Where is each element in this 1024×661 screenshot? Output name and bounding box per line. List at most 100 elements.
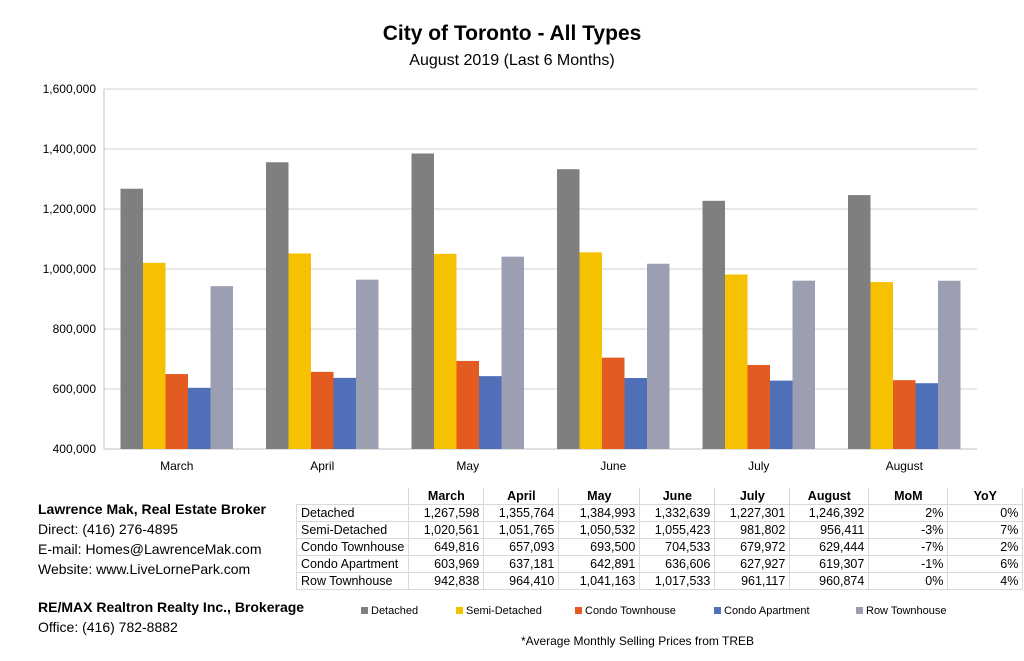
table-cell: 1,355,764: [483, 504, 560, 522]
table-cell: 704,533: [639, 538, 716, 556]
legend-swatch: [856, 607, 863, 614]
bar: [624, 378, 647, 449]
legend-label: Condo Townhouse: [585, 605, 676, 617]
table-cell: 642,891: [558, 555, 641, 573]
bar: [333, 377, 356, 449]
x-tick-label: June: [600, 459, 626, 473]
table-cell: 956,411: [789, 521, 870, 539]
bar: [356, 279, 379, 449]
bar: [120, 188, 143, 450]
contact-block: Lawrence Mak, Real Estate Broker Direct:…: [38, 499, 266, 579]
table-header: YoY: [947, 488, 1024, 505]
table-header: June: [639, 488, 716, 505]
table-header: April: [483, 488, 560, 505]
x-tick-label: August: [886, 459, 924, 473]
table-cell: 1,227,301: [714, 504, 791, 522]
axes: 400,000 600,000 800,000 1,000,000 1,200,000 1…: [43, 82, 977, 473]
table-header: May: [558, 488, 641, 505]
bar: [770, 380, 793, 449]
bar: [848, 195, 871, 449]
table-header: August: [789, 488, 870, 505]
table-cell: 1,267,598: [408, 504, 485, 522]
bar: [288, 253, 311, 449]
table-cell: 636,606: [639, 555, 716, 573]
table-cell: 981,802: [714, 521, 791, 539]
bar: [647, 263, 670, 449]
bars: [120, 153, 961, 450]
y-tick-label: 1,600,000: [43, 82, 97, 96]
table-cell: 961,117: [714, 572, 791, 590]
table-cell: -1%: [868, 555, 949, 573]
table-cell: 629,444: [789, 538, 870, 556]
table-cell: -7%: [868, 538, 949, 556]
legend-label: Detached: [371, 605, 418, 617]
x-tick-label: May: [456, 459, 479, 473]
table-header: March: [408, 488, 485, 505]
table-header-row: March April May June July August MoM YoY: [296, 488, 1024, 505]
table-row: Condo Townhouse 649,816 657,093 693,500 704,…: [295, 538, 1024, 556]
broker-name: Lawrence Mak, Real Estate Broker: [38, 501, 266, 517]
x-tick-label: April: [310, 459, 334, 473]
table-row-label: Semi-Detached: [295, 521, 410, 539]
bar: [725, 274, 748, 449]
brokerage-block: RE/MAX Realtron Realty Inc., Brokerage O…: [38, 597, 304, 637]
table-cell: 2%: [947, 538, 1024, 556]
table-cell: 637,181: [483, 555, 560, 573]
legend-swatch: [714, 607, 721, 614]
bar: [266, 162, 289, 449]
table-cell: 7%: [947, 521, 1024, 539]
x-tick-label: March: [160, 459, 193, 473]
table-cell: 693,500: [558, 538, 641, 556]
bar: [792, 280, 815, 449]
table-row: Row Townhouse 942,838 964,410 1,041,163 1,01…: [295, 572, 1024, 590]
table-row: Semi-Detached 1,020,561 1,051,765 1,050,532…: [295, 521, 1024, 539]
table-cell: 1,017,533: [639, 572, 716, 590]
table-cell: 942,838: [408, 572, 485, 590]
table-cell: 1,020,561: [408, 521, 485, 539]
table-cell: 1,332,639: [639, 504, 716, 522]
bar: [210, 286, 233, 449]
table-cell: 6%: [947, 555, 1024, 573]
bar: [456, 360, 479, 449]
bar: [311, 371, 334, 449]
bar: [188, 387, 211, 449]
bar: [747, 365, 770, 449]
table-cell: 4%: [947, 572, 1024, 590]
y-tick-label: 1,000,000: [43, 262, 97, 276]
legend-swatch: [456, 607, 463, 614]
table-header: MoM: [868, 488, 949, 505]
table-cell: 603,969: [408, 555, 485, 573]
website: Website: www.LiveLornePark.com: [38, 561, 251, 577]
gridlines: [104, 88, 977, 450]
table-cell: 1,051,765: [483, 521, 560, 539]
table-row: Condo Apartment 603,969 637,181 642,891 636,…: [295, 555, 1024, 573]
table-cell: 1,041,163: [558, 572, 641, 590]
bar: [938, 280, 961, 449]
y-tick-label: 1,200,000: [43, 202, 97, 216]
bar: [557, 169, 580, 449]
bar: [143, 262, 166, 449]
table-cell: 964,410: [483, 572, 560, 590]
direct-phone: Direct: (416) 276-4895: [38, 521, 179, 537]
table-corner: [296, 488, 410, 505]
x-tick-label: July: [748, 459, 769, 473]
table-cell: 2%: [868, 504, 949, 522]
office-phone: Office: (416) 782-8882: [38, 619, 178, 635]
table-cell: 649,816: [408, 538, 485, 556]
table-header: July: [714, 488, 791, 505]
data-table: March April May June July August MoM YoY…: [295, 488, 1024, 590]
y-tick-label: 1,400,000: [43, 142, 97, 156]
legend-label: Semi-Detached: [466, 605, 542, 617]
bar: [579, 252, 602, 449]
y-tick-label: 800,000: [53, 322, 97, 336]
table-row-label: Row Townhouse: [295, 572, 410, 590]
bar: [602, 357, 625, 449]
table-row-label: Condo Apartment: [295, 555, 410, 573]
table-cell: 0%: [868, 572, 949, 590]
table-cell: 960,874: [789, 572, 870, 590]
email-address: E-mail: Homes@LawrenceMak.com: [38, 541, 262, 557]
bar: [702, 200, 725, 449]
footnote: *Average Monthly Selling Prices from TRE…: [521, 634, 754, 648]
legend: Detached Semi-Detached Condo Townhouse Cond…: [361, 605, 947, 617]
